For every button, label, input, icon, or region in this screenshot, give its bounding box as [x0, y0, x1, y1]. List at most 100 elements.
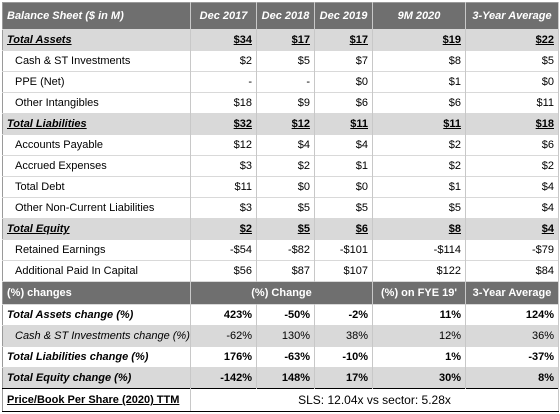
change-label: Total Equity change (%) — [2, 367, 191, 389]
row-value: $2 — [190, 50, 257, 72]
row-value: $11 — [190, 176, 257, 198]
row-value: $5 — [256, 218, 315, 240]
changes-header-change: (%) Change — [190, 281, 373, 305]
row-value: $9 — [256, 92, 315, 114]
change-value: 124% — [465, 304, 559, 326]
table-row-total-debt: Total Debt $11 $0 $0 $1 $4 — [2, 176, 559, 198]
row-label: Other Non-Current Liabilities — [2, 197, 191, 219]
row-value: - — [190, 71, 257, 93]
change-value: 423% — [190, 304, 257, 326]
row-label: Additional Paid In Capital — [2, 260, 191, 282]
row-value: $32 — [190, 113, 257, 135]
row-value: $5 — [256, 197, 315, 219]
table-row-other-intangibles: Other Intangibles $18 $9 $6 $6 $11 — [2, 92, 559, 114]
row-label: Accounts Payable — [2, 134, 191, 156]
row-value: $22 — [465, 29, 559, 51]
change-value: 17% — [314, 367, 373, 389]
changes-header-label: (%) changes — [2, 281, 191, 305]
table-row-other-non-current-liabilities: Other Non-Current Liabilities $3 $5 $5 $5 $4 — [2, 197, 559, 219]
change-value: 148% — [256, 367, 315, 389]
table-row-retained-earnings: Retained Earnings -$54 -$82 -$101 -$114 -$79 — [2, 239, 559, 261]
row-value: $0 — [314, 176, 373, 198]
change-row-total-liabilities-change: Total Liabilities change (%) 176% -63% -10%… — [2, 346, 559, 368]
change-label: Total Liabilities change (%) — [2, 346, 191, 368]
change-row-total-assets-change: Total Assets change (%) 423% -50% -2% 11% 124… — [2, 304, 559, 326]
change-value: -10% — [314, 346, 373, 368]
row-value: $0 — [465, 71, 559, 93]
row-label: Other Intangibles — [2, 92, 191, 114]
change-value: -62% — [190, 325, 257, 347]
row-value: $34 — [190, 29, 257, 51]
row-value: -$79 — [465, 239, 559, 261]
row-value: $17 — [256, 29, 315, 51]
row-value: $18 — [465, 113, 559, 135]
row-value: $0 — [314, 71, 373, 93]
row-value: $2 — [190, 218, 257, 240]
row-label: Total Debt — [2, 176, 191, 198]
column-header-3-year-average: 3-Year Average — [465, 2, 559, 30]
change-label: Total Assets change (%) — [2, 304, 191, 326]
table-row-ppe-net: PPE (Net) - - $0 $1 $0 — [2, 71, 559, 93]
row-value: $7 — [314, 50, 373, 72]
row-value: $0 — [256, 176, 315, 198]
column-header-dec-2018: Dec 2018 — [256, 2, 315, 30]
section-row-total-assets: Total Assets $34 $17 $17 $19 $22 — [2, 29, 559, 51]
row-value: $107 — [314, 260, 373, 282]
change-value: -2% — [314, 304, 373, 326]
row-value: $2 — [372, 155, 466, 177]
row-value: $2 — [372, 134, 466, 156]
row-value: $4 — [256, 134, 315, 156]
row-value: $19 — [372, 29, 466, 51]
changes-header-average: 3-Year Average — [465, 281, 559, 305]
row-value: $56 — [190, 260, 257, 282]
row-label: Retained Earnings — [2, 239, 191, 261]
change-value: 8% — [465, 367, 559, 389]
row-value: $2 — [465, 155, 559, 177]
row-value: $5 — [465, 50, 559, 72]
row-value: $12 — [256, 113, 315, 135]
change-label: Cash & ST Investments change (%) — [2, 325, 191, 347]
row-label: PPE (Net) — [2, 71, 191, 93]
price-book-row: Price/Book Per Share (2020) TTM SLS: 12.0… — [2, 388, 559, 412]
row-value: $87 — [256, 260, 315, 282]
change-value: 130% — [256, 325, 315, 347]
row-label: Total Equity — [2, 218, 191, 240]
header-row: Balance Sheet ($ in M) Dec 2017 Dec 2018… — [2, 2, 559, 30]
changes-header-row: (%) changes (%) Change (%) on FYE 19' 3-Yea… — [2, 281, 559, 305]
row-value: $5 — [314, 197, 373, 219]
price-book-note: SLS: 12.04x vs sector: 5.28x — [190, 388, 559, 412]
table-row-accrued-expenses: Accrued Expenses $3 $2 $1 $2 $2 — [2, 155, 559, 177]
change-value: -63% — [256, 346, 315, 368]
change-value: 30% — [372, 367, 466, 389]
section-row-total-liabilities: Total Liabilities $32 $12 $11 $11 $18 — [2, 113, 559, 135]
change-value: 176% — [190, 346, 257, 368]
row-value: $11 — [465, 92, 559, 114]
row-value: $11 — [372, 113, 466, 135]
row-value: $2 — [256, 155, 315, 177]
row-value: $5 — [256, 50, 315, 72]
row-label: Cash & ST Investments — [2, 50, 191, 72]
row-value: $4 — [465, 218, 559, 240]
change-value: 38% — [314, 325, 373, 347]
row-value: $11 — [314, 113, 373, 135]
row-value: $84 — [465, 260, 559, 282]
row-value: $4 — [314, 134, 373, 156]
row-value: $5 — [372, 197, 466, 219]
change-value: 1% — [372, 346, 466, 368]
table-title: Balance Sheet ($ in M) — [2, 2, 191, 30]
row-value: $6 — [372, 92, 466, 114]
row-value: $4 — [465, 176, 559, 198]
row-label: Total Liabilities — [2, 113, 191, 135]
row-value: - — [256, 71, 315, 93]
row-value: $6 — [314, 92, 373, 114]
row-value: $1 — [372, 176, 466, 198]
change-value: -50% — [256, 304, 315, 326]
table-row-cash-st-investments: Cash & ST Investments $2 $5 $7 $8 $5 — [2, 50, 559, 72]
change-value: 36% — [465, 325, 559, 347]
change-row-cash-st-investments-change: Cash & ST Investments change (%) -62% 130%… — [2, 325, 559, 347]
row-value: -$82 — [256, 239, 315, 261]
change-value: 12% — [372, 325, 466, 347]
change-value: -142% — [190, 367, 257, 389]
row-value: $3 — [190, 155, 257, 177]
